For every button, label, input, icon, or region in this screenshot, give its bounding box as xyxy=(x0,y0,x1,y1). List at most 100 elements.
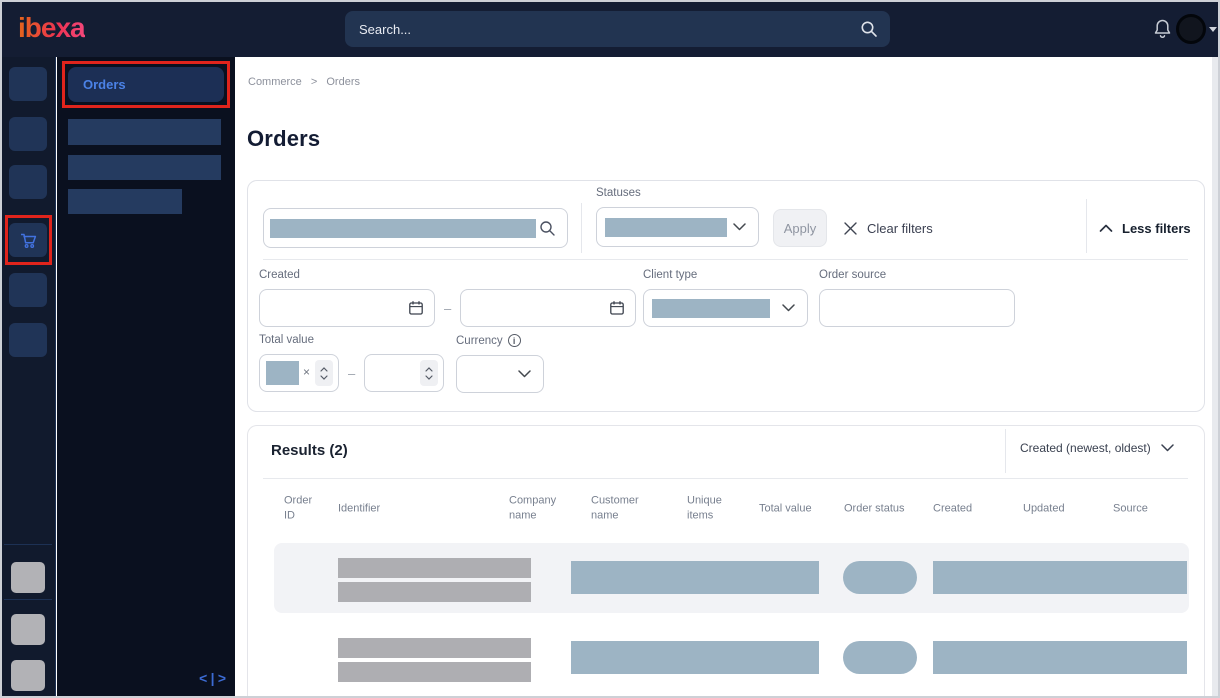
less-filters-label: Less filters xyxy=(1122,220,1191,236)
sidebar-divider xyxy=(4,544,52,545)
col-source: Source xyxy=(1113,502,1148,515)
top-bar: ibexa xyxy=(0,0,1220,57)
apply-button[interactable]: Apply xyxy=(773,209,827,247)
client-type-label: Client type xyxy=(643,269,698,281)
created-to-date-field[interactable] xyxy=(460,289,637,327)
statuses-value-redaction xyxy=(605,218,727,237)
order-source-input[interactable] xyxy=(819,289,1015,327)
results-panel: Results (2) Created (newest, oldest) Ord… xyxy=(247,425,1205,698)
sidebar-item-commerce[interactable] xyxy=(9,223,47,257)
statuses-dropdown[interactable] xyxy=(596,207,759,247)
cell-redaction xyxy=(933,641,1187,674)
table-header-row: Order ID Identifier Company name Custome… xyxy=(248,484,1206,534)
sidebar-divider xyxy=(4,599,52,600)
total-value-filter-group: Total value × – xyxy=(259,334,445,392)
currency-dropdown[interactable] xyxy=(456,355,544,393)
breadcrumb-orders: Orders xyxy=(326,76,360,88)
search-icon[interactable] xyxy=(539,220,556,237)
filter-divider xyxy=(581,203,582,253)
clear-value-icon[interactable]: × xyxy=(303,365,311,379)
client-type-value-redaction xyxy=(652,299,770,318)
global-search-input[interactable] xyxy=(359,11,839,47)
user-menu-caret-icon[interactable] xyxy=(1209,27,1217,32)
sidebar-bottom-tile-3[interactable] xyxy=(11,660,45,691)
statuses-label: Statuses xyxy=(596,187,641,199)
sidebar-tile-3[interactable] xyxy=(9,165,47,199)
order-source-label: Order source xyxy=(819,269,887,281)
scrollbar[interactable] xyxy=(1212,57,1218,696)
clear-filters-label: Clear filters xyxy=(867,220,933,236)
filter-search-redaction xyxy=(270,219,536,238)
cell-redaction xyxy=(571,641,819,674)
col-identifier: Identifier xyxy=(338,502,381,515)
sidebar-tile-2[interactable] xyxy=(9,117,47,151)
breadcrumb-commerce[interactable]: Commerce xyxy=(248,76,302,88)
filter-search-field[interactable] xyxy=(263,208,568,248)
panel-collapse-icon[interactable]: <|> xyxy=(199,672,228,688)
statuses-filter-group: Statuses xyxy=(596,187,759,247)
sidebar-bottom-tile-1[interactable] xyxy=(11,562,45,593)
col-unique-items: Unique items xyxy=(687,494,722,522)
client-type-dropdown[interactable] xyxy=(643,289,808,327)
page-title: Orders xyxy=(247,126,321,151)
global-search xyxy=(345,11,890,47)
col-created: Created xyxy=(933,502,973,515)
total-value-max-field[interactable] xyxy=(364,354,445,392)
sidebar-tile-1[interactable] xyxy=(9,67,47,101)
notifications-bell-icon[interactable] xyxy=(1152,18,1173,40)
identifier-redaction xyxy=(338,558,531,578)
menu-item-redacted-2[interactable] xyxy=(68,155,221,180)
main-content: Commerce > Orders Orders Statuses xyxy=(235,57,1220,698)
identifier-redaction xyxy=(338,582,531,602)
results-heading: Results (2) xyxy=(271,442,348,459)
results-header-divider xyxy=(263,478,1188,479)
sidebar-bottom-tile-2[interactable] xyxy=(11,614,45,645)
identifier-redaction xyxy=(338,662,531,682)
range-dash: – xyxy=(444,300,452,316)
number-stepper[interactable] xyxy=(420,360,439,386)
chevron-down-icon xyxy=(782,304,795,312)
menu-item-redacted-3[interactable] xyxy=(68,189,182,214)
range-dash: – xyxy=(348,365,356,381)
clear-filters-button[interactable]: Clear filters xyxy=(843,209,933,247)
created-from-date-field[interactable] xyxy=(259,289,435,327)
sort-value: Created (newest, oldest) xyxy=(1020,441,1151,455)
close-icon xyxy=(843,221,858,236)
table-row[interactable] xyxy=(274,543,1189,613)
calendar-icon[interactable] xyxy=(408,300,424,316)
less-filters-button[interactable]: Less filters xyxy=(1099,209,1191,247)
col-order-status: Order status xyxy=(844,502,905,515)
total-value-label: Total value xyxy=(259,334,314,346)
total-value-min-redaction xyxy=(266,361,299,385)
info-icon[interactable]: i xyxy=(507,334,521,347)
breadcrumb-separator: > xyxy=(310,76,318,88)
col-total-value: Total value xyxy=(759,502,812,515)
filter-divider xyxy=(1086,199,1087,253)
client-type-filter-group: Client type xyxy=(643,269,808,327)
results-divider xyxy=(1005,429,1006,473)
col-company-name: Company name xyxy=(509,494,557,522)
status-badge-redaction xyxy=(843,641,917,674)
total-value-min-field[interactable]: × xyxy=(259,354,339,392)
sidebar-tile-6[interactable] xyxy=(9,323,47,357)
sort-dropdown[interactable]: Created (newest, oldest) xyxy=(1020,441,1174,455)
table-row[interactable] xyxy=(274,623,1189,693)
sidebar-item-orders[interactable]: Orders xyxy=(68,67,224,102)
ibexa-logo[interactable]: ibexa xyxy=(18,12,86,43)
user-avatar[interactable] xyxy=(1176,14,1206,44)
cell-redaction xyxy=(933,561,1187,594)
search-icon[interactable] xyxy=(860,20,878,38)
number-stepper[interactable] xyxy=(315,360,333,386)
chevron-down-icon xyxy=(733,223,746,231)
cart-icon xyxy=(17,229,39,251)
orders-menu-label: Orders xyxy=(83,77,126,92)
chevron-up-icon xyxy=(1099,224,1113,233)
secondary-sidebar: Orders <|> xyxy=(57,57,235,698)
cell-redaction xyxy=(571,561,819,594)
calendar-icon[interactable] xyxy=(609,300,625,316)
menu-item-redacted-1[interactable] xyxy=(68,119,221,145)
sidebar-tile-5[interactable] xyxy=(9,273,47,307)
breadcrumb: Commerce > Orders xyxy=(248,76,360,88)
chevron-down-icon xyxy=(1160,444,1174,452)
